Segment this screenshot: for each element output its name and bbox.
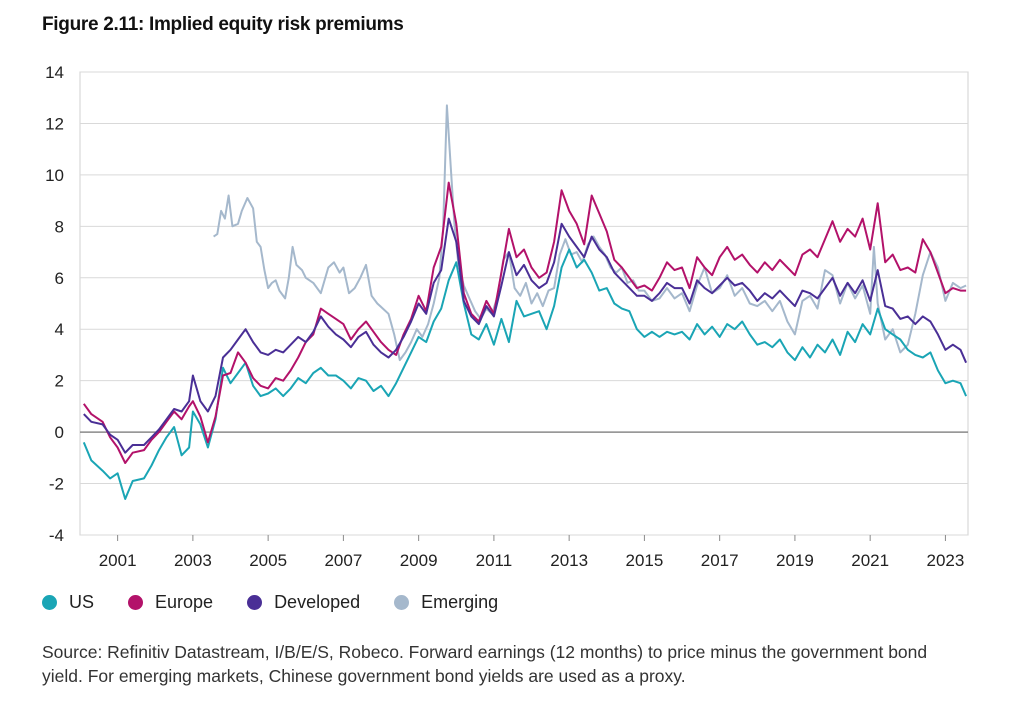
y-tick-label: 2 (55, 372, 64, 391)
series-line-us (82, 248, 968, 500)
series-lines (82, 104, 968, 500)
x-axis-ticks: 2001 2003 2005 2007 2009 2011 2013 2015 2017 2019… (99, 535, 965, 570)
x-tick-label: 2001 (99, 551, 137, 570)
series-line-emerging (213, 104, 967, 362)
y-tick-label: 14 (45, 63, 64, 82)
legend-swatch-emerging (394, 595, 410, 610)
x-tick-label: 2005 (249, 551, 287, 570)
y-tick-label: 8 (55, 217, 64, 236)
gridlines (79, 71, 969, 536)
y-tick-label: 6 (55, 269, 64, 288)
legend-item-europe: Europe (128, 592, 213, 613)
x-tick-label: 2023 (927, 551, 965, 570)
legend-label-emerging: Emerging (421, 592, 499, 612)
y-tick-label: -2 (49, 475, 64, 494)
y-tick-label: 10 (45, 166, 64, 185)
legend-item-emerging: Emerging (394, 592, 498, 613)
x-tick-label: 2017 (701, 551, 739, 570)
series-line-developed (83, 217, 968, 454)
x-tick-label: 2019 (776, 551, 814, 570)
x-tick-label: 2003 (174, 551, 212, 570)
chart-title: Figure 2.11: Implied equity risk premium… (42, 14, 404, 35)
y-tick-label: 0 (55, 423, 64, 442)
y-tick-label: 12 (45, 114, 64, 133)
x-tick-label: 2015 (625, 551, 663, 570)
y-tick-label: -4 (49, 526, 64, 545)
y-axis-ticks: -4 -2 0 2 4 6 8 10 12 14 (45, 63, 64, 545)
legend-swatch-developed (247, 595, 263, 610)
x-tick-label: 2007 (324, 551, 362, 570)
legend-label-developed: Developed (274, 592, 361, 612)
x-tick-label: 2011 (476, 551, 513, 570)
legend-label-europe: Europe (155, 592, 214, 612)
legend-swatch-europe (128, 595, 144, 610)
source-note: Source: Refinitiv Datastream, I/B/E/S, R… (42, 642, 928, 686)
legend-label-us: US (69, 592, 95, 612)
legend-swatch-us (42, 595, 57, 610)
y-tick-label: 4 (55, 320, 64, 339)
plot-frame (79, 71, 969, 536)
legend-item-us: US (42, 592, 94, 613)
x-tick-label: 2013 (550, 551, 588, 570)
series-line-europe (82, 181, 967, 464)
legend-item-developed: Developed (247, 592, 360, 613)
legend: US Europe Developed Emerging (42, 592, 532, 613)
x-tick-label: 2009 (400, 551, 438, 570)
x-tick-label: 2021 (851, 551, 889, 570)
